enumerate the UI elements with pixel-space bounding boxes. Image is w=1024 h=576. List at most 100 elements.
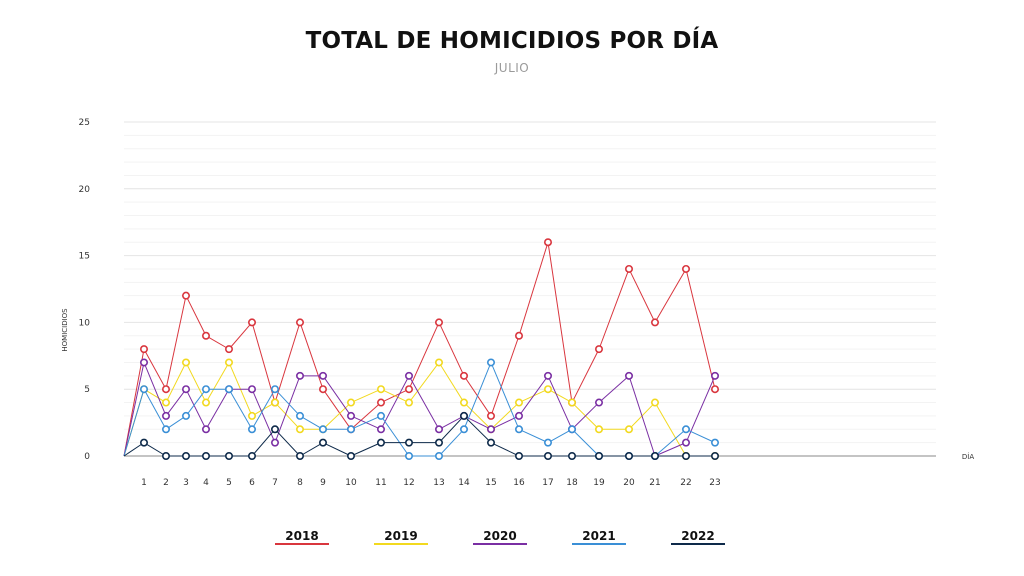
data-point <box>594 451 603 460</box>
data-point <box>681 438 690 447</box>
data-point <box>514 425 523 434</box>
data-point <box>710 451 719 460</box>
data-point <box>318 425 327 434</box>
data-point <box>202 331 211 340</box>
data-point <box>202 385 211 394</box>
data-point <box>318 385 327 394</box>
data-point <box>486 358 495 367</box>
data-point <box>543 451 552 460</box>
data-point <box>543 438 552 447</box>
data-point <box>162 385 171 394</box>
y-tick-label: 5 <box>84 385 90 395</box>
data-point <box>376 398 385 407</box>
data-point <box>434 451 443 460</box>
y-axis-label: HOMICIDIOS <box>61 308 69 352</box>
series-line-2020 <box>123 361 716 457</box>
legend-label: 2018 <box>285 529 318 543</box>
data-point <box>346 451 355 460</box>
y-tick-label: 0 <box>84 452 90 462</box>
data-point <box>376 385 385 394</box>
data-point <box>594 425 603 434</box>
legend-item-2021: 2021 <box>572 529 626 545</box>
data-point <box>182 385 191 394</box>
x-tick-label: 17 <box>542 478 553 488</box>
series-line-2022 <box>123 415 715 457</box>
data-point <box>140 438 149 447</box>
data-point <box>650 451 659 460</box>
legend-item-2019: 2019 <box>374 529 428 545</box>
x-tick-label: 13 <box>433 478 444 488</box>
data-point <box>162 451 171 460</box>
data-point <box>486 425 495 434</box>
legend-label: 2022 <box>681 529 714 543</box>
series-2020 <box>123 358 719 460</box>
data-point <box>376 438 385 447</box>
y-tick-label: 10 <box>79 318 91 328</box>
data-point <box>318 371 327 380</box>
data-point <box>434 318 443 327</box>
x-tick-label: 6 <box>249 478 255 488</box>
x-tick-label: 22 <box>680 478 691 488</box>
data-point <box>270 398 279 407</box>
x-tick-label: 18 <box>566 478 578 488</box>
series-2021 <box>123 358 719 460</box>
data-point <box>248 451 257 460</box>
data-point <box>295 451 304 460</box>
data-point <box>202 425 211 434</box>
x-tick-label: 5 <box>226 478 232 488</box>
data-point <box>225 358 234 367</box>
data-point <box>225 385 234 394</box>
series-lines <box>123 238 719 460</box>
data-point <box>681 425 690 434</box>
data-point <box>270 425 279 434</box>
data-point <box>140 358 149 367</box>
x-tick-label: 15 <box>485 478 496 488</box>
chart-subtitle: JULIO <box>494 61 530 75</box>
data-point <box>459 425 468 434</box>
data-point <box>486 411 495 420</box>
x-tick-label: 9 <box>320 478 326 488</box>
data-point <box>182 291 191 300</box>
x-tick-label: 1 <box>141 478 147 488</box>
data-point <box>404 385 413 394</box>
data-point <box>404 451 413 460</box>
data-point <box>710 385 719 394</box>
data-point <box>434 425 443 434</box>
data-point <box>162 425 171 434</box>
x-tick-label: 20 <box>623 478 635 488</box>
legend-label: 2020 <box>483 529 516 543</box>
data-point <box>543 371 552 380</box>
data-point <box>594 345 603 354</box>
data-point <box>404 438 413 447</box>
data-point <box>295 371 304 380</box>
data-point <box>514 331 523 340</box>
x-tick-label: 10 <box>345 478 357 488</box>
grid-lines <box>124 121 936 457</box>
data-point <box>434 358 443 367</box>
data-point <box>710 371 719 380</box>
legend-item-2018: 2018 <box>275 529 329 545</box>
data-point <box>225 451 234 460</box>
data-point <box>295 411 304 420</box>
data-point <box>202 398 211 407</box>
data-point <box>624 425 633 434</box>
data-point <box>202 451 211 460</box>
data-point <box>270 438 279 447</box>
data-point <box>248 318 257 327</box>
data-point <box>248 385 257 394</box>
data-point <box>681 264 690 273</box>
x-tick-label: 2 <box>163 478 169 488</box>
x-tick-label: 19 <box>593 478 605 488</box>
data-point <box>514 411 523 420</box>
data-point <box>248 411 257 420</box>
data-point <box>162 398 171 407</box>
data-point <box>486 438 495 447</box>
x-tick-label: 21 <box>649 478 660 488</box>
x-tick-label: 12 <box>403 478 414 488</box>
data-point <box>182 358 191 367</box>
data-point <box>346 425 355 434</box>
data-point <box>376 411 385 420</box>
series-2018 <box>123 238 719 457</box>
data-point <box>295 318 304 327</box>
